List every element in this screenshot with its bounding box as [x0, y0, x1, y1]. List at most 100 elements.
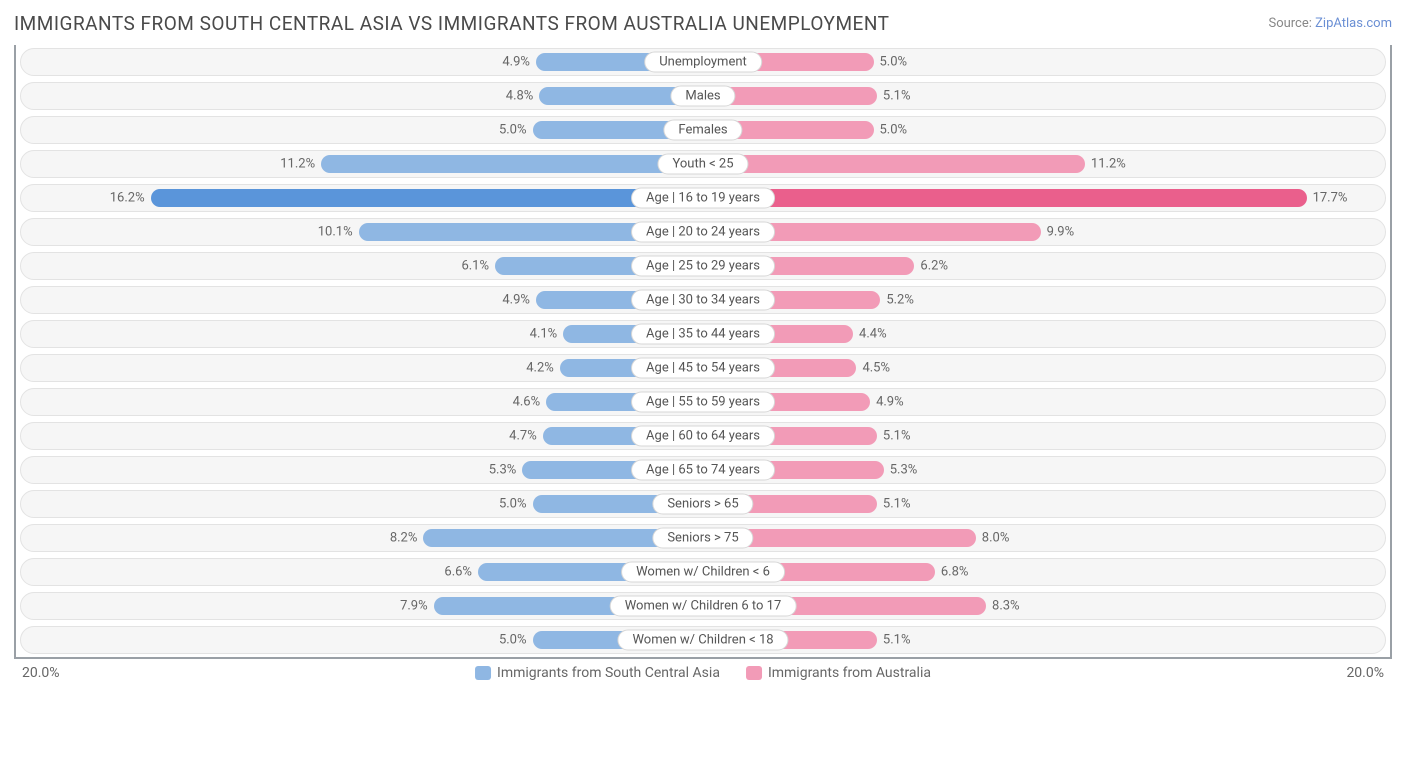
right-half: 5.1% [703, 491, 1385, 517]
chart-row: 5.0%5.0%Females [16, 113, 1390, 147]
chart-row: 6.6% 6.8%Women w/ Children < 6 [16, 555, 1390, 589]
chart-row: 8.2%8.0%Seniors > 75 [16, 521, 1390, 555]
left-half: 4.9% [21, 287, 703, 313]
chart-row: 6.1%6.2%Age | 25 to 29 years [16, 249, 1390, 283]
right-value: 5.2% [880, 293, 914, 308]
left-half: 4.2% [21, 355, 703, 381]
left-value: 4.1% [530, 327, 564, 342]
left-half: 4.7% [21, 423, 703, 449]
row-track: 5.0% 5.1% Seniors > 65 [20, 490, 1386, 518]
category-pill: Seniors > 65 [652, 494, 753, 515]
row-track: 6.6% 6.8%Women w/ Children < 6 [20, 558, 1386, 586]
right-value: 5.1% [877, 633, 911, 648]
right-value: 8.3% [986, 599, 1020, 614]
row-track: 4.9%5.2%Age | 30 to 34 years [20, 286, 1386, 314]
right-half: 5.2% [703, 287, 1385, 313]
left-value: 16.2% [110, 191, 151, 206]
right-half: 5.0% [703, 49, 1385, 75]
left-half: 16.2% [21, 185, 703, 211]
chart-row: 4.2% 4.5% Age | 45 to 54 years [16, 351, 1390, 385]
left-value: 5.0% [499, 123, 533, 138]
right-value: 4.9% [870, 395, 904, 410]
chart-row: 5.0% 5.1% Seniors > 65 [16, 487, 1390, 521]
left-value: 4.9% [502, 55, 536, 70]
left-half: 10.1% [21, 219, 703, 245]
chart-rows: 4.9%5.0%Unemployment4.8%5.1%Males5.0%5.0… [16, 45, 1390, 657]
right-value: 11.2% [1085, 157, 1126, 172]
left-value: 5.0% [499, 633, 533, 648]
row-track: 8.2%8.0%Seniors > 75 [20, 524, 1386, 552]
right-half: 8.0% [703, 525, 1385, 551]
left-half: 4.8% [21, 83, 703, 109]
chart-footer: 20.0% Immigrants from South Central Asia… [14, 659, 1392, 681]
category-pill: Age | 55 to 59 years [631, 392, 775, 413]
chart-row: 5.3% 5.3% Age | 65 to 74 years [16, 453, 1390, 487]
chart-row: 10.1%9.9%Age | 20 to 24 years [16, 215, 1390, 249]
right-half: 11.2% [703, 151, 1385, 177]
chart-title: IMMIGRANTS FROM SOUTH CENTRAL ASIA VS IM… [14, 12, 889, 35]
right-value: 6.2% [914, 259, 948, 274]
left-bar: 11.2% [321, 155, 703, 173]
category-pill: Age | 65 to 74 years [631, 460, 775, 481]
left-half: 5.0% [21, 627, 703, 653]
chart-row: 5.0%5.1%Women w/ Children < 18 [16, 623, 1390, 657]
row-track: 4.8% 5.1% Males [20, 82, 1386, 110]
category-pill: Age | 16 to 19 years [631, 188, 775, 209]
row-track: 4.1% 4.4% Age | 35 to 44 years [20, 320, 1386, 348]
left-value: 4.2% [526, 361, 560, 376]
category-pill: Age | 45 to 54 years [631, 358, 775, 379]
left-bar: 16.2% [151, 189, 703, 207]
left-value: 6.1% [461, 259, 495, 274]
left-half: 7.9% [21, 593, 703, 619]
right-half: 6.2% [703, 253, 1385, 279]
right-value: 4.5% [856, 361, 890, 376]
chart-header: IMMIGRANTS FROM SOUTH CENTRAL ASIA VS IM… [14, 8, 1392, 45]
right-half: 6.8% [703, 559, 1385, 585]
right-value: 4.4% [853, 327, 887, 342]
row-track: 4.9% 5.0% Unemployment [20, 48, 1386, 76]
category-pill: Women w/ Children < 6 [621, 562, 785, 583]
chart-legend: Immigrants from South Central Asia Immigr… [475, 665, 931, 681]
left-half: 8.2% [21, 525, 703, 551]
right-half: 5.1% [703, 627, 1385, 653]
right-half: 8.3% [703, 593, 1385, 619]
left-value: 6.6% [444, 565, 478, 580]
category-pill: Age | 35 to 44 years [631, 324, 775, 345]
left-half: 5.0% [21, 491, 703, 517]
right-value: 5.1% [877, 89, 911, 104]
chart-area: 4.9%5.0%Unemployment4.8%5.1%Males5.0%5.0… [14, 45, 1392, 659]
right-value: 5.0% [874, 123, 908, 138]
left-value: 5.0% [499, 497, 533, 512]
left-half: 11.2% [21, 151, 703, 177]
right-value: 5.1% [877, 429, 911, 444]
chart-row: 4.9% 5.0% Unemployment [16, 45, 1390, 79]
row-track: 5.0%5.1%Women w/ Children < 18 [20, 626, 1386, 654]
right-value: 5.3% [884, 463, 918, 478]
legend-swatch [746, 666, 762, 680]
category-pill: Unemployment [644, 52, 762, 73]
left-value: 8.2% [390, 531, 424, 546]
category-pill: Males [670, 86, 735, 107]
row-track: 16.2% 17.7% Age | 16 to 19 years [20, 184, 1386, 212]
legend-label: Immigrants from South Central Asia [497, 665, 720, 681]
left-value: 10.1% [318, 225, 359, 240]
right-value: 5.0% [874, 55, 908, 70]
chart-row: 4.8% 5.1% Males [16, 79, 1390, 113]
right-half: 5.1% [703, 83, 1385, 109]
left-half: 4.1% [21, 321, 703, 347]
left-half: 4.9% [21, 49, 703, 75]
right-half: 4.4% [703, 321, 1385, 347]
row-track: 7.9%8.3%Women w/ Children 6 to 17 [20, 592, 1386, 620]
right-value: 17.7% [1307, 191, 1348, 206]
left-value: 5.3% [489, 463, 523, 478]
row-track: 6.1%6.2%Age | 25 to 29 years [20, 252, 1386, 280]
left-half: 5.0% [21, 117, 703, 143]
source-link[interactable]: ZipAtlas.com [1315, 16, 1392, 31]
chart-row: 4.9%5.2%Age | 30 to 34 years [16, 283, 1390, 317]
chart-row: 4.1% 4.4% Age | 35 to 44 years [16, 317, 1390, 351]
category-pill: Youth < 25 [657, 154, 748, 175]
right-value: 5.1% [877, 497, 911, 512]
right-value: 9.9% [1041, 225, 1075, 240]
legend-label: Immigrants from Australia [768, 665, 931, 681]
axis-max-left: 20.0% [22, 665, 60, 681]
